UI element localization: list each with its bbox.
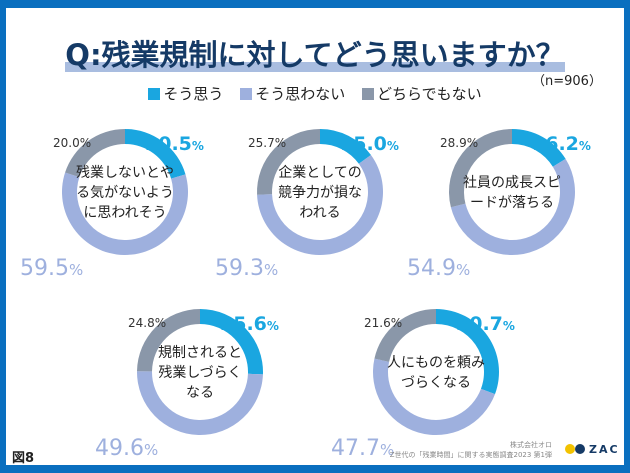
panel [6,8,624,465]
source-survey: Z世代の「残業時間」に関する実態調査2023 第1弾 [389,451,552,459]
label-disagree: 54.9% [407,256,470,281]
donut-segment [65,129,125,178]
donut-segment [372,358,496,436]
donut-segment [320,129,371,164]
label-agree: 25.6% [220,313,279,335]
legend-label: どちらでもない [377,85,482,103]
label-agree: 30.7% [456,313,515,335]
chart-title-line: 企業としての [278,164,362,181]
chart-title-line: 残業しないとや [76,165,174,181]
title-text: Q:残業規制に対してどう思いますか？ [65,38,565,72]
figure-label: 図8 [12,451,35,466]
label-agree: 20.5% [145,133,204,155]
zac-logo: ZAC [565,443,620,456]
legend-swatch [362,88,375,100]
chart-title-line: ードが落ちる [470,195,554,211]
source: 株式会社オロ Z世代の「残業時間」に関する実態調査2023 第1弾 [390,440,552,460]
legend-swatch [148,88,161,100]
label-neutral: 24.8% [128,316,166,330]
label-disagree: 59.3% [215,256,278,281]
legend-label: そう思う [163,85,224,103]
legend: そう思う そう思わない どちらでもない [0,83,630,104]
label-agree: 15.0% [340,133,399,155]
legend-label: そう思わない [255,85,346,103]
source-company: 株式会社オロ [510,441,552,449]
page-title: Q:残業規制に対してどう思いますか？ [0,32,630,74]
donut-segment [137,371,263,436]
donut-segment [436,309,499,395]
legend-swatch [240,88,253,100]
legend-agree: そう思う [148,83,223,104]
chart-title-line: 規制されると [158,345,242,361]
label-agree: 16.2% [532,133,591,155]
legend-disagree: そう思わない [240,83,345,104]
chart-title-line: 競争力が損な [278,185,362,201]
donut-segment [257,129,320,195]
label-neutral: 25.7% [248,136,286,150]
legend-neutral: どちらでもない [362,83,482,104]
donut-segment [137,309,200,372]
donut-segment [200,309,263,375]
label-disagree: 49.6% [95,436,158,461]
donut-segment [449,129,512,208]
donut-segment [257,154,383,255]
chart-title-line: 残業しづらく [158,365,241,381]
chart-title-line: 人にものを頼み [387,355,485,371]
label-neutral: 20.0% [53,136,91,150]
donut-segment [62,172,188,255]
chart-title-line: 社員の成長スピ [463,175,561,191]
chart-title-line: われる [299,205,340,221]
sample-size: （n=906） [532,74,602,89]
chart-title-line: る気がないよう [76,185,174,201]
donut-segment [512,129,566,167]
chart-title-line: に思われそう [83,205,166,221]
donut-segment [374,309,436,362]
label-neutral: 21.6% [364,316,402,330]
donut-segment [450,158,575,255]
chart-title-line: づらくなる [401,375,471,391]
chart-title-line: なる [186,385,214,401]
donut-segment [125,129,186,179]
label-neutral: 28.9% [440,136,478,150]
label-disagree: 47.7% [331,436,394,461]
label-disagree: 59.5% [20,256,83,281]
